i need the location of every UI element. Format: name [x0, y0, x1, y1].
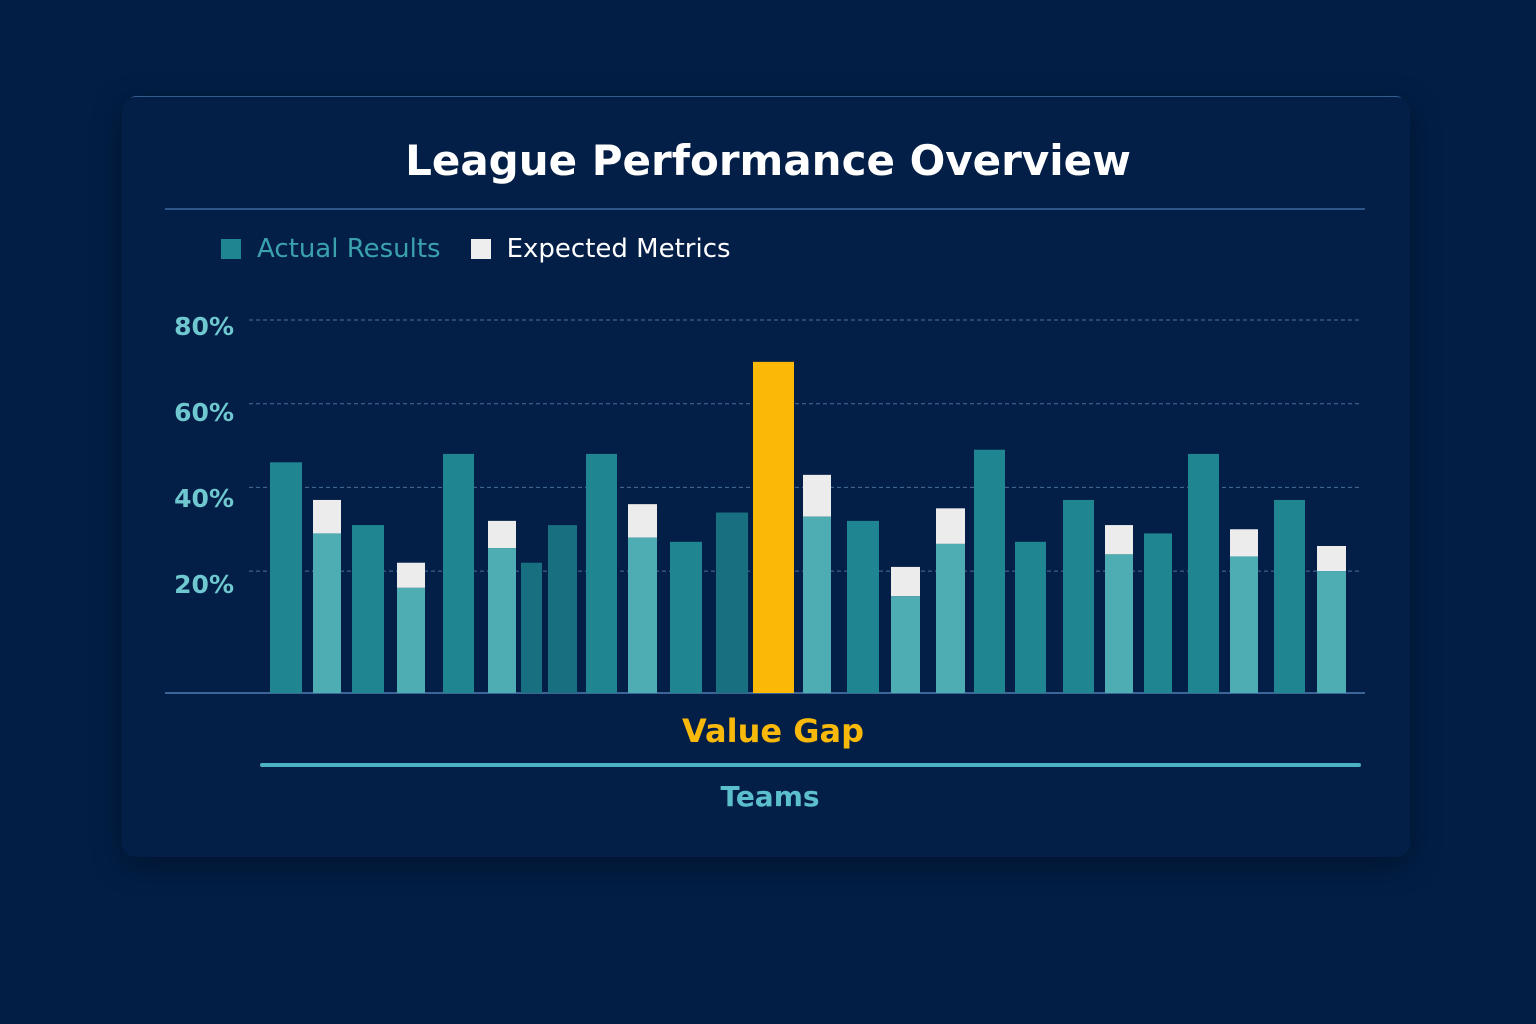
y-tick-label: 20%: [174, 570, 234, 599]
bar-actual: [936, 543, 965, 693]
bar-expected: [803, 474, 831, 517]
legend-swatch-actual: [221, 239, 241, 259]
bar-actual: [891, 596, 920, 693]
bar-actual: [1144, 533, 1172, 693]
bar-actual: [397, 587, 425, 693]
bar-actual: [1230, 556, 1258, 693]
bar-actual: [1105, 554, 1133, 693]
legend-label-actual: Actual Results: [257, 234, 441, 264]
bar-expected: [891, 566, 920, 597]
legend-swatch-expected: [470, 239, 491, 259]
bar-actual: [270, 462, 302, 693]
legend-item-actual: Actual Results: [221, 234, 441, 264]
bar-actual: [974, 449, 1005, 693]
legend-label-expected: Expected Metrics: [506, 234, 731, 264]
x-axis-label: Teams: [720, 780, 820, 813]
bar-actual: [803, 516, 831, 693]
bar-actual: [716, 512, 748, 693]
bar-expected: [313, 499, 341, 534]
bar-expected: [488, 520, 516, 549]
bar-actual: [586, 453, 617, 693]
legend-item-expected: Expected Metrics: [470, 234, 731, 264]
bar-actual: [443, 453, 474, 693]
bar-actual: [313, 533, 341, 693]
bar-actual: [628, 537, 657, 693]
bar-expected: [397, 562, 425, 588]
bar-actual: [521, 562, 542, 693]
bar-expected: [936, 508, 965, 544]
bar-actual: [352, 525, 384, 693]
bar-actual: [1015, 541, 1046, 693]
bar-actual: [1274, 499, 1305, 693]
legend: Actual Results Expected Metrics: [221, 234, 761, 264]
title-divider: [165, 208, 1365, 210]
y-tick-label: 80%: [174, 312, 234, 341]
bar-expected: [628, 504, 657, 538]
bar-expected: [1317, 545, 1346, 572]
value-gap-annotation: Value Gap: [682, 712, 864, 750]
chart-title: League Performance Overview: [405, 136, 1131, 185]
bar-actual: [1317, 571, 1346, 693]
bar-actual: [670, 541, 702, 693]
bar-actual: [548, 525, 577, 693]
bar-actual: [1063, 499, 1094, 693]
bar-expected: [1105, 525, 1133, 555]
bar-highlight: [753, 361, 794, 693]
bar-actual: [1188, 453, 1219, 693]
x-axis-rule: [260, 763, 1361, 767]
y-tick-label: 60%: [174, 398, 234, 427]
bar-expected: [1230, 529, 1258, 557]
y-tick-label: 40%: [174, 484, 234, 513]
bar-actual: [488, 548, 516, 693]
bar-actual: [847, 520, 879, 693]
